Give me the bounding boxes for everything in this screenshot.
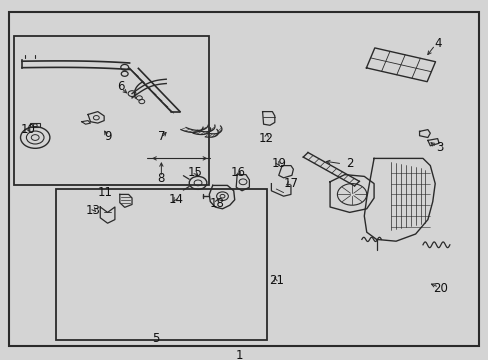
Text: 9: 9 <box>103 130 111 143</box>
Text: 20: 20 <box>432 282 447 294</box>
Text: 11: 11 <box>98 186 112 199</box>
Text: 21: 21 <box>268 274 283 287</box>
Text: 1: 1 <box>235 349 243 360</box>
Text: 14: 14 <box>168 193 183 206</box>
Text: 10: 10 <box>21 123 36 136</box>
Text: 13: 13 <box>85 204 100 217</box>
Text: 16: 16 <box>231 166 245 179</box>
Text: 17: 17 <box>283 177 298 190</box>
Bar <box>14 36 209 185</box>
Text: 12: 12 <box>259 132 273 145</box>
Text: 19: 19 <box>271 157 285 170</box>
Bar <box>30 123 40 127</box>
Text: 6: 6 <box>117 80 125 93</box>
Text: 5: 5 <box>151 332 159 345</box>
Text: 7: 7 <box>157 130 165 143</box>
Text: 8: 8 <box>157 172 165 185</box>
Text: 3: 3 <box>435 141 443 154</box>
Text: 18: 18 <box>210 197 224 210</box>
Bar <box>56 189 266 340</box>
Text: 2: 2 <box>345 157 353 170</box>
Text: 15: 15 <box>187 166 202 179</box>
Text: 4: 4 <box>433 37 441 50</box>
